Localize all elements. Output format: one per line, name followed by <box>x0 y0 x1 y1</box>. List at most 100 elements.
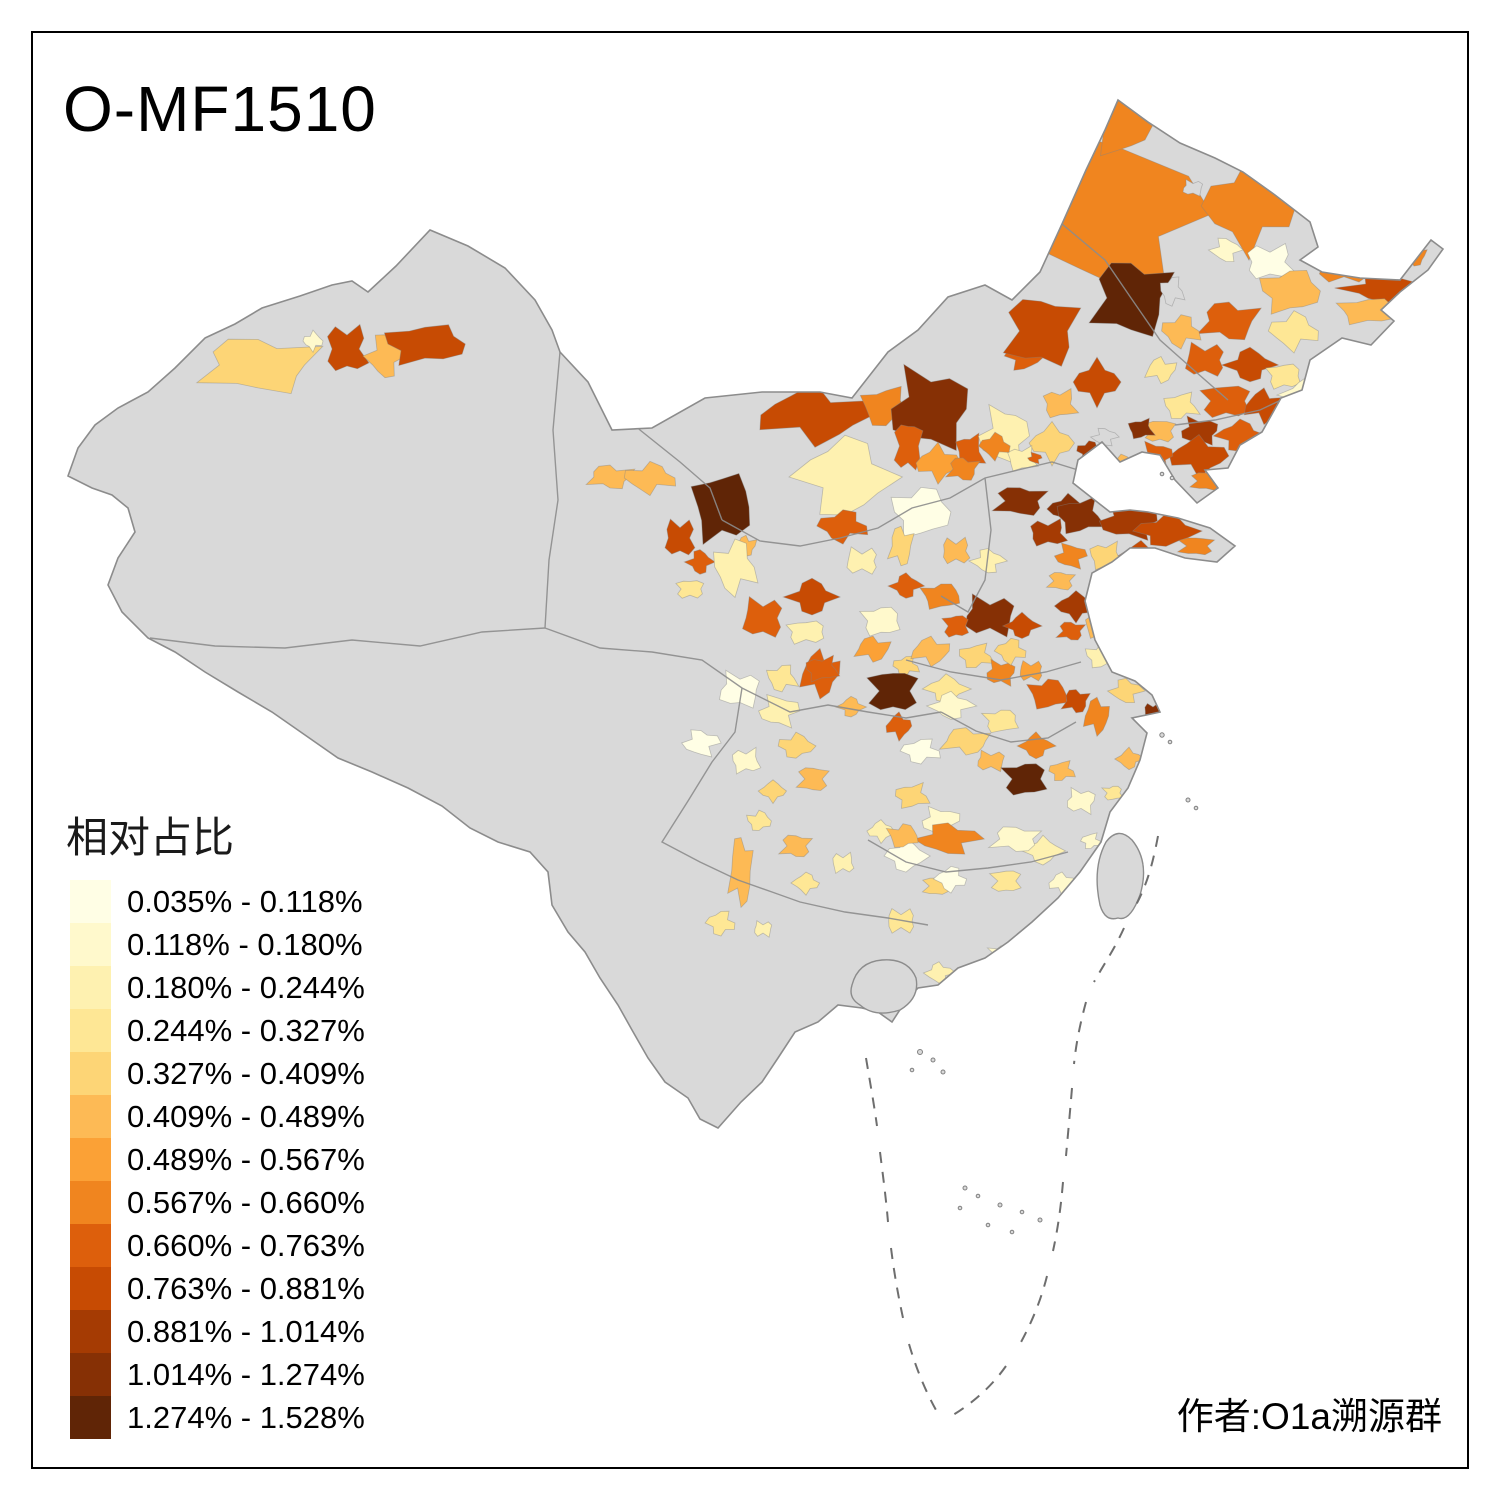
prefecture-region <box>993 637 1027 666</box>
legend-row: 0.567% - 0.660% <box>70 1181 365 1224</box>
prefecture-region <box>765 664 800 693</box>
prefecture-region <box>1196 301 1263 341</box>
prefecture-region <box>885 823 919 848</box>
legend-row: 0.409% - 0.489% <box>70 1095 365 1138</box>
legend-swatch <box>70 1181 111 1224</box>
prefecture-region <box>932 865 968 894</box>
legend-label: 0.180% - 0.244% <box>127 969 365 1005</box>
legend-swatch <box>70 966 111 1009</box>
plot-frame <box>31 31 1469 1469</box>
legend-rows: 0.035% - 0.118% 0.118% - 0.180% 0.180% - 0… <box>70 880 365 1439</box>
prefecture-region <box>1066 786 1096 816</box>
prefecture-region <box>965 593 1015 638</box>
legend-swatch <box>70 1267 111 1310</box>
prefecture-region <box>704 910 736 937</box>
legend-label: 0.327% - 0.409% <box>127 1055 365 1091</box>
prefecture-region <box>195 338 324 395</box>
prefecture-region <box>816 509 869 545</box>
prefecture-region <box>1026 451 1043 465</box>
legend-label: 0.409% - 0.489% <box>127 1098 365 1134</box>
prefecture-region <box>1144 355 1178 385</box>
prefecture-region <box>327 323 370 372</box>
prefecture-region <box>1106 677 1146 703</box>
prefecture-region <box>978 431 1011 462</box>
prefecture-region <box>991 487 1050 516</box>
prefecture-region <box>746 809 772 831</box>
prefecture-region <box>1072 356 1122 409</box>
legend-label: 0.489% - 0.567% <box>127 1141 365 1177</box>
legend-swatch <box>70 1224 111 1267</box>
prefecture-region <box>858 606 901 637</box>
prefecture-region <box>1335 298 1397 326</box>
prefecture-region <box>732 746 762 775</box>
prefecture-region <box>1220 346 1280 383</box>
legend-row: 0.327% - 0.409% <box>70 1052 365 1095</box>
prefecture-region <box>754 920 773 938</box>
legend-swatch <box>70 1009 111 1052</box>
prefecture-region <box>1001 611 1044 639</box>
prefecture-region <box>980 709 1020 734</box>
prefecture-region <box>943 536 971 565</box>
prefecture-region <box>727 837 754 909</box>
legend-label: 1.274% - 1.528% <box>127 1399 365 1435</box>
prefecture-region <box>1079 832 1102 849</box>
legend-label: 0.118% - 0.180% <box>127 926 363 962</box>
prefecture-region <box>782 577 842 616</box>
prefecture-region <box>890 486 952 539</box>
prefecture-region <box>664 518 696 556</box>
prefecture-region <box>1025 678 1068 710</box>
prefecture-region <box>1045 572 1077 591</box>
prefecture-region <box>883 837 931 873</box>
prefecture-region <box>915 441 962 485</box>
legend-swatch <box>70 923 111 966</box>
prefecture-region <box>1100 785 1125 801</box>
hainan-island <box>850 959 918 1014</box>
prefecture-region <box>795 767 830 791</box>
prefecture-region <box>1176 537 1216 556</box>
legend-label: 0.660% - 0.763% <box>127 1227 365 1263</box>
prefecture-region <box>383 324 466 367</box>
prefecture-region <box>866 819 895 845</box>
prefecture-region <box>1127 417 1157 440</box>
prefecture-region <box>944 457 982 481</box>
prefecture-region <box>757 779 788 805</box>
prefecture-region <box>1113 746 1146 771</box>
prefecture-region <box>899 738 941 765</box>
prefecture-region <box>1055 621 1087 641</box>
prefecture-region <box>790 871 821 896</box>
prefecture-region <box>1184 341 1224 377</box>
prefecture-region <box>866 673 919 711</box>
prefecture-region <box>777 834 814 858</box>
legend-title: 相对占比 <box>66 816 235 862</box>
prefecture-region <box>777 731 817 759</box>
prefecture-region <box>1082 696 1110 738</box>
prefecture-region <box>1060 689 1091 714</box>
prefecture-region <box>1182 178 1204 197</box>
author-credit: 作者:O1a溯源群 <box>1176 1396 1442 1437</box>
legend-swatch <box>70 1310 111 1353</box>
prefecture-region <box>1258 269 1321 315</box>
prefecture-region <box>886 572 926 599</box>
prefecture-region <box>1048 759 1076 782</box>
prefecture-region <box>805 654 841 683</box>
legend-row: 0.180% - 0.244% <box>70 966 365 1009</box>
legend-swatch <box>70 1396 111 1439</box>
legend-swatch <box>70 1353 111 1396</box>
prefecture-region <box>785 620 825 645</box>
prefecture-region <box>1028 420 1076 467</box>
prefecture-region <box>886 525 915 567</box>
prefecture-region <box>1089 427 1120 447</box>
prefecture-region <box>759 382 874 448</box>
prefecture-region <box>758 694 801 729</box>
legend-row: 1.274% - 1.528% <box>70 1396 365 1439</box>
prefecture-region <box>938 727 992 756</box>
legend-swatch <box>70 880 111 923</box>
legend-row: 1.014% - 1.274% <box>70 1353 365 1396</box>
legend-label: 0.567% - 0.660% <box>127 1184 365 1220</box>
legend-row: 0.035% - 0.118% <box>70 880 365 923</box>
small-islands <box>909 471 1199 1235</box>
prefecture-region <box>959 642 996 668</box>
legend-swatch <box>70 1138 111 1181</box>
legend-swatch <box>70 1095 111 1138</box>
